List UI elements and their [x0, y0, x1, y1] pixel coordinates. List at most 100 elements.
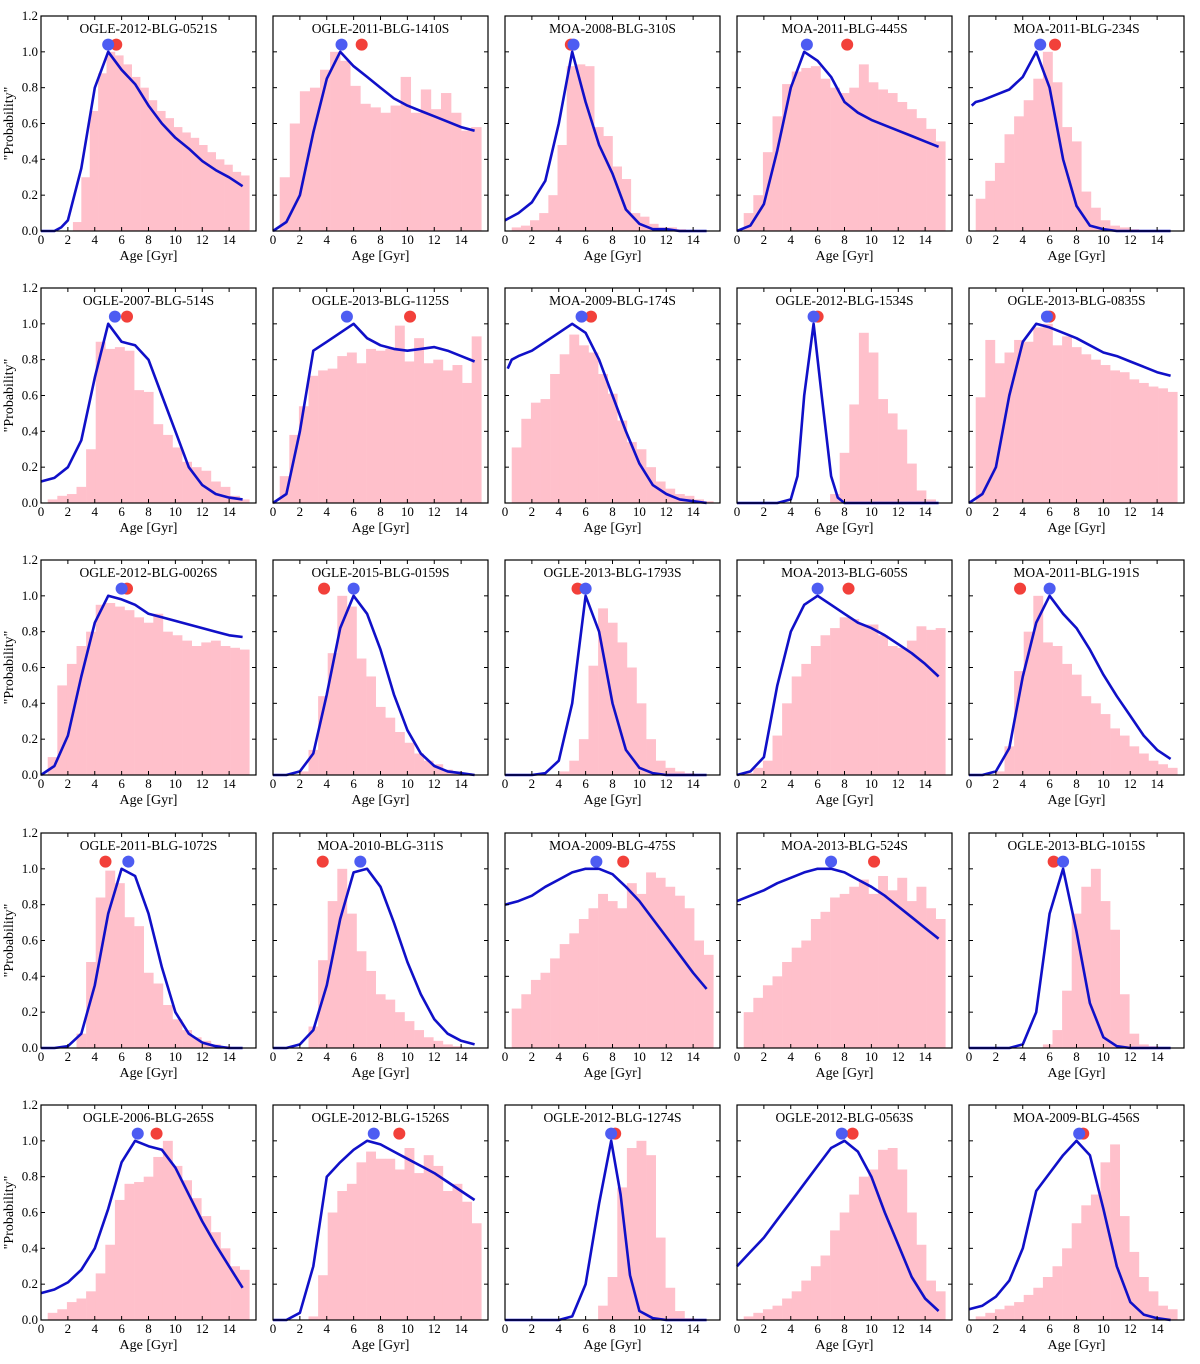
histogram-bar — [1081, 191, 1092, 231]
histogram-bar — [684, 908, 695, 1048]
x-tick-label: 14 — [687, 776, 701, 791]
histogram-bar — [1042, 323, 1053, 503]
x-tick-label: 4 — [788, 232, 795, 247]
x-tick-label: 4 — [324, 232, 331, 247]
histogram-bar — [830, 1230, 841, 1320]
x-tick-label: 14 — [919, 1049, 933, 1064]
y-tick-label: 0.2 — [22, 1276, 38, 1291]
histogram-bar — [603, 136, 613, 231]
histogram-bar — [559, 354, 570, 503]
histogram-bar — [1023, 341, 1034, 503]
x-tick-label: 0 — [734, 1049, 741, 1064]
histogram-bar — [820, 78, 831, 231]
histogram-bar — [791, 1291, 802, 1320]
histogram-bar — [617, 908, 628, 1048]
histogram-bar — [442, 1191, 453, 1320]
x-tick-label: 2 — [761, 504, 768, 519]
histogram-bar — [239, 499, 250, 503]
histogram-bar — [1100, 901, 1111, 1048]
x-tick-label: 8 — [377, 504, 384, 519]
histogram-bar — [162, 434, 173, 503]
red-marker — [121, 310, 133, 323]
histogram-bar — [858, 332, 869, 503]
red-marker — [1049, 38, 1061, 51]
histogram-bar — [1014, 671, 1025, 775]
x-tick-label: 6 — [814, 1049, 821, 1064]
histogram-bar — [239, 649, 250, 775]
x-tick-label: 6 — [582, 504, 589, 519]
x-tick-label: 12 — [892, 504, 905, 519]
blue-marker — [579, 582, 592, 595]
histogram-bar — [442, 370, 453, 503]
histogram-bar — [337, 1191, 348, 1320]
histogram-bar — [916, 626, 927, 775]
probability-curve — [736, 1139, 940, 1312]
x-tick-label: 2 — [65, 504, 72, 519]
probability-curve — [736, 50, 940, 233]
histogram-bar — [1052, 1266, 1063, 1320]
x-tick-label: 12 — [196, 504, 209, 519]
histogram-bar — [598, 374, 609, 503]
histogram-bar — [356, 658, 367, 775]
histogram-bar — [887, 93, 898, 232]
subplot-17: 0 2 4 6 8 10 12 14 MOA-2010-BLG-311S Age [Gyr] — [270, 832, 489, 1081]
histogram-bar — [289, 434, 300, 503]
histogram-bar — [916, 490, 927, 503]
x-tick-label: 10 — [169, 1321, 182, 1336]
histogram-bar — [1110, 370, 1120, 503]
subplot-title: OGLE-2013-BLG-1125S — [312, 293, 450, 308]
x-tick-label: 12 — [428, 776, 441, 791]
histogram-bar — [327, 368, 338, 503]
x-tick-label: 8 — [1073, 1321, 1080, 1336]
x-tick-label: 10 — [865, 504, 878, 519]
histogram-bar — [820, 1255, 831, 1320]
histogram-bar — [240, 175, 250, 231]
subplot-16: 0 2 4 6 8 10 12 14 0.0 0.2 0.4 0.6 0.8 1.0 1.2 OGLE-201… — [2, 825, 257, 1081]
histogram-bar — [530, 979, 541, 1048]
histogram-bar — [1100, 1162, 1111, 1320]
x-tick-label: 10 — [169, 232, 182, 247]
histogram-bar — [394, 1012, 405, 1048]
histogram-bar — [588, 908, 599, 1048]
subplot-title: MOA-2011-BLG-191S — [1013, 565, 1139, 580]
x-tick-label: 2 — [529, 504, 536, 519]
histogram-bar — [433, 1165, 444, 1320]
histogram-bar — [868, 893, 879, 1048]
histogram-bar — [1138, 1277, 1149, 1320]
histogram-bar — [366, 970, 377, 1048]
histogram-bar — [820, 635, 831, 775]
histogram-bar — [839, 452, 850, 503]
y-tick-label: 0.0 — [22, 223, 38, 238]
histogram-bar — [674, 895, 685, 1048]
histogram-bar — [588, 352, 599, 503]
subplot-5: 0 2 4 6 8 10 12 14 MOA-2011-BLG-234S Age [Gyr] — [966, 15, 1185, 264]
histogram-bar — [1129, 379, 1140, 503]
x-tick-label: 10 — [1097, 1049, 1110, 1064]
histogram-bar — [1014, 339, 1025, 503]
y-tick-label: 0.2 — [22, 1004, 38, 1019]
histogram-bar — [318, 1275, 329, 1320]
y-axis-label: "Probability" — [2, 87, 17, 161]
x-tick-label: 2 — [297, 1049, 304, 1064]
x-tick-label: 0 — [270, 1321, 277, 1336]
x-tick-label: 0 — [966, 504, 973, 519]
histogram-bar — [578, 739, 589, 775]
probability-curve — [272, 50, 475, 233]
x-axis-label: Age [Gyr] — [584, 793, 642, 808]
blue-marker — [354, 855, 367, 868]
histogram-bar — [548, 195, 558, 231]
x-tick-label: 8 — [1073, 1049, 1080, 1064]
histogram-bar — [98, 73, 107, 231]
blue-marker — [108, 310, 121, 323]
x-tick-label: 12 — [1124, 776, 1137, 791]
subplot-10: 0 2 4 6 8 10 12 14 OGLE-2013-BLG-0835S Age [Gyr] — [966, 287, 1185, 536]
histogram-bar — [626, 883, 637, 1048]
histogram-bar — [849, 404, 860, 503]
histogram-bar — [423, 363, 434, 503]
probability-curve — [41, 867, 243, 1050]
histogram-bar — [521, 418, 532, 503]
subplot-title: OGLE-2013-BLG-1015S — [1008, 838, 1146, 853]
histogram-bar — [57, 1309, 68, 1320]
histogram-bar — [1148, 386, 1159, 503]
histogram-bar — [1090, 703, 1101, 775]
